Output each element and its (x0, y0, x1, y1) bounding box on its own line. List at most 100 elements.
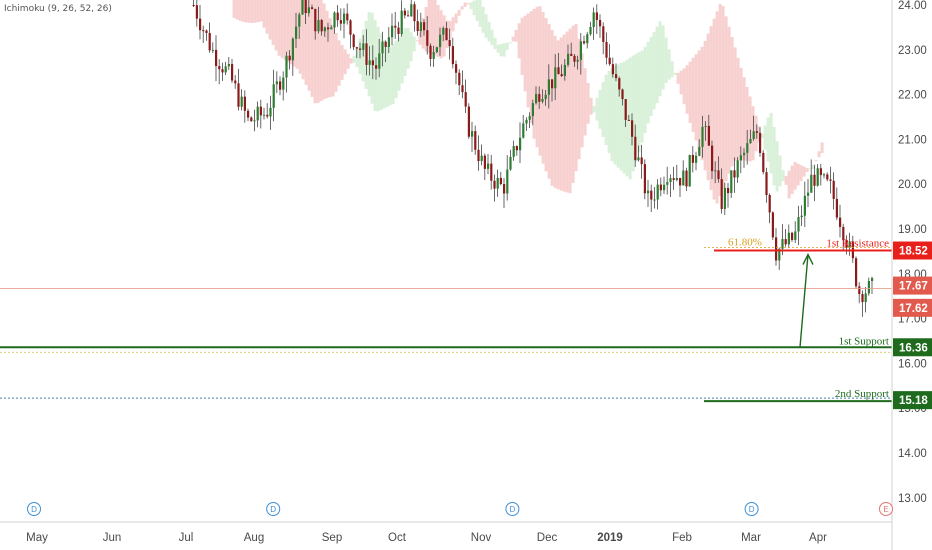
candle-body (608, 57, 611, 65)
candle-body (813, 174, 816, 186)
candle-body (298, 14, 301, 27)
cloud-segment (604, 74, 608, 146)
candle-body (391, 25, 394, 38)
candle-body (410, 4, 413, 17)
candle-body (519, 137, 522, 151)
candle-body (307, 7, 310, 14)
candle-body (378, 53, 381, 69)
cloud-segment (241, 0, 245, 22)
event-marker (266, 502, 281, 516)
cloud-segment (520, 17, 524, 75)
candle-body (653, 199, 656, 201)
cloud-segment (490, 29, 494, 46)
candle-body (509, 156, 512, 170)
cloud-segment (448, 20, 452, 40)
candle-body (560, 74, 563, 77)
cloud-segment (625, 59, 629, 177)
y-tick-label: 20.00 (898, 179, 927, 191)
candle-body (672, 178, 675, 180)
cloud-segment (736, 57, 740, 161)
cloud-segment (763, 125, 767, 150)
candle-body (301, 0, 304, 15)
cloud-segment (382, 39, 386, 109)
cloud-segment (487, 21, 491, 42)
candle-body (755, 131, 758, 133)
cloud-segment (706, 33, 710, 181)
cloud-segment (679, 70, 683, 95)
candle-body (407, 15, 410, 17)
cloud-segment (754, 115, 758, 152)
cloud-segment (517, 23, 521, 59)
cloud-segment (538, 6, 542, 156)
candle-body (243, 96, 246, 111)
candle-body (871, 278, 874, 282)
cloud-segment (499, 43, 503, 57)
candle-body (205, 30, 208, 33)
cloud-segment (649, 36, 653, 117)
candle-body (387, 37, 390, 47)
candle-body (221, 69, 224, 73)
cloud-segment (502, 43, 506, 57)
candle-body (634, 136, 637, 161)
candle-body (749, 139, 752, 144)
candle-body (643, 164, 646, 194)
candle-body (611, 64, 614, 75)
candle-body (413, 4, 416, 22)
candle-body (362, 43, 365, 50)
candle-body (288, 55, 291, 61)
candle-body (787, 232, 790, 245)
candle-body (522, 123, 525, 138)
candle-body (349, 20, 352, 35)
candle-body (762, 152, 765, 173)
resistance-badge-bg (893, 241, 932, 260)
cloud-segment (259, 0, 263, 22)
cloud-segment (574, 23, 578, 172)
candle-body (541, 99, 544, 102)
event-marker-label: D (270, 505, 276, 514)
candle-body (381, 41, 384, 54)
cloud-segment (787, 170, 791, 199)
candle-body (237, 83, 240, 107)
candle-body (416, 21, 419, 31)
candle-body (490, 163, 493, 181)
cloud-segment (508, 42, 512, 44)
candle-body (512, 146, 515, 157)
target-arrow (799, 254, 809, 348)
cloud-segment (631, 55, 635, 172)
event-marker (27, 502, 41, 516)
candle-body (346, 13, 349, 21)
cloud-segment (700, 46, 704, 161)
candle-body (317, 19, 320, 32)
support1-badge: 16.36 (899, 342, 928, 354)
candle-body (768, 195, 771, 213)
x-tick-label: Dec (537, 532, 558, 544)
cloud-segment (670, 61, 674, 78)
candle-body (215, 49, 218, 67)
cloud-segment (589, 97, 593, 115)
event-marker (879, 502, 893, 516)
cloud-segment (514, 29, 518, 42)
cloud-segment (505, 42, 509, 50)
last-price-badge: 17.67 (899, 281, 928, 293)
candle-body (647, 190, 650, 194)
cloud-segment (250, 0, 254, 23)
candle-body (327, 27, 330, 30)
candle-body (375, 65, 378, 69)
candle-body (272, 84, 275, 108)
candle-body (557, 67, 560, 75)
candle-body (199, 18, 202, 31)
candle-body (576, 59, 579, 62)
cloud-segment (244, 0, 248, 23)
cloud-segment (304, 0, 308, 85)
candle-body (269, 107, 272, 117)
price-levels: 61.80% 1st Resistance 1st Support 2nd Suppo… (0, 237, 892, 403)
candle-body (192, 5, 195, 6)
cloud-segment (601, 82, 605, 137)
candle-body (714, 170, 717, 172)
candle-body (573, 55, 576, 62)
candle-body (442, 28, 445, 35)
time-axis: May Jun Jul Aug Sep Oct Nov Dec 2019 Feb Mar Apr (0, 521, 892, 544)
cloud-segment (262, 0, 266, 28)
cloud-segment (334, 32, 338, 92)
